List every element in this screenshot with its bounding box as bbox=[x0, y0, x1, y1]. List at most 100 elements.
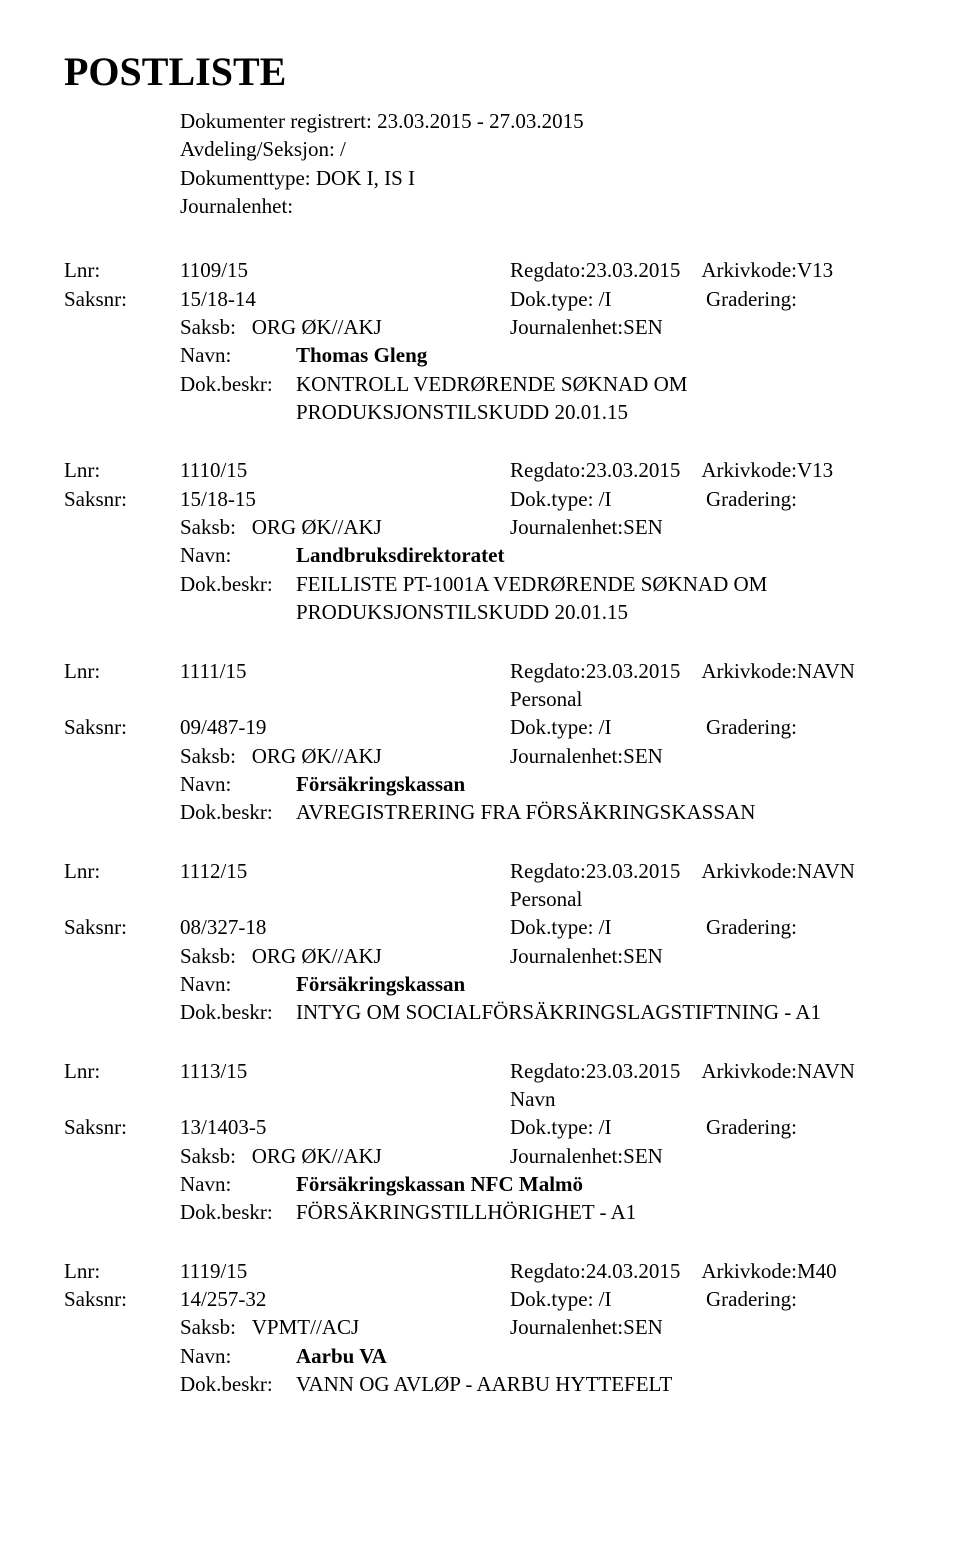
saksnr-label: Saksnr: bbox=[64, 285, 180, 313]
saksb-value: ORG ØK//AKJ bbox=[252, 744, 382, 768]
saksnr-value: 14/257-32 bbox=[180, 1287, 266, 1311]
navn-label: Navn: bbox=[180, 970, 296, 998]
navn-value: Försäkringskassan bbox=[296, 770, 465, 798]
regdato-label: Regdato: bbox=[510, 659, 586, 683]
arkivkode-label: Arkivkode: bbox=[701, 258, 797, 282]
saksnr-label: Saksnr: bbox=[64, 485, 180, 513]
arkivkode-label: Arkivkode: bbox=[701, 1059, 797, 1083]
regdato-value: 23.03.2015 bbox=[586, 859, 681, 883]
dokbeskr-value: PRODUKSJONSTILSKUDD 20.01.15 bbox=[296, 598, 628, 626]
saksnr-value: 15/18-15 bbox=[180, 487, 256, 511]
doktype-label: Dok.type: bbox=[510, 1115, 599, 1139]
navn-value: Thomas Gleng bbox=[296, 341, 427, 369]
journalenhet-label: Journalenhet: bbox=[510, 515, 623, 539]
dokbeskr-value: PRODUKSJONSTILSKUDD 20.01.15 bbox=[296, 398, 628, 426]
journalenhet-value: SEN bbox=[623, 744, 663, 768]
saksnr-value: 08/327-18 bbox=[180, 915, 266, 939]
regdato-label: Regdato: bbox=[510, 1059, 586, 1083]
dokbeskr-label: Dok.beskr: bbox=[180, 370, 296, 398]
doktype-label: Dok.type: bbox=[510, 1287, 599, 1311]
doktype-label: Dok.type: bbox=[510, 715, 599, 739]
navn-value: Försäkringskassan bbox=[296, 970, 465, 998]
doktype-label: Dok.type: bbox=[510, 915, 599, 939]
doktype-label: Dok.type: bbox=[510, 287, 599, 311]
dokbeskr-label: Dok.beskr: bbox=[180, 1198, 296, 1226]
page-title: POSTLISTE bbox=[64, 48, 896, 95]
journalenhet-value: SEN bbox=[623, 944, 663, 968]
dokbeskr-spacer bbox=[180, 598, 296, 626]
regdato-value: 23.03.2015 bbox=[586, 659, 681, 683]
dokbeskr-value: INTYG OM SOCIALFÖRSÄKRINGSLAGSTIFTNING -… bbox=[296, 998, 821, 1026]
regdato-value: 23.03.2015 bbox=[586, 458, 681, 482]
journal-entry: Lnr:1111/15Regdato:23.03.2015 Arkivkode:… bbox=[64, 657, 896, 827]
journalenhet-label: Journalenhet: bbox=[510, 744, 623, 768]
lnr-label: Lnr: bbox=[64, 456, 180, 484]
saksb-label: Saksb: bbox=[180, 315, 236, 339]
doktype-value: /I bbox=[599, 715, 612, 739]
navn-label: Navn: bbox=[180, 1170, 296, 1198]
gradering-label: Gradering: bbox=[706, 287, 797, 311]
dokbeskr-value: KONTROLL VEDRØRENDE SØKNAD OM bbox=[296, 370, 687, 398]
journalenhet-label: Journalenhet: bbox=[510, 1315, 623, 1339]
journalenhet-value: SEN bbox=[623, 515, 663, 539]
arkivkode-label: Arkivkode: bbox=[701, 859, 797, 883]
arkivkode-label: Arkivkode: bbox=[701, 458, 797, 482]
navn-value: Försäkringskassan NFC Malmö bbox=[296, 1170, 583, 1198]
lnr-value: 1113/15 bbox=[180, 1059, 247, 1083]
saksnr-label: Saksnr: bbox=[64, 1285, 180, 1313]
saksb-label: Saksb: bbox=[180, 515, 236, 539]
regdato-value: 24.03.2015 bbox=[586, 1259, 681, 1283]
dokbeskr-spacer bbox=[180, 398, 296, 426]
header-line-section: Avdeling/Seksjon: / bbox=[180, 135, 896, 163]
regdato-value: 23.03.2015 bbox=[586, 258, 681, 282]
doktype-value: /I bbox=[599, 1287, 612, 1311]
lnr-value: 1109/15 bbox=[180, 258, 248, 282]
doktype-value: /I bbox=[599, 287, 612, 311]
gradering-label: Gradering: bbox=[706, 915, 797, 939]
arkivkode-label: Arkivkode: bbox=[701, 1259, 797, 1283]
journal-entry: Lnr:1112/15Regdato:23.03.2015 Arkivkode:… bbox=[64, 857, 896, 1027]
lnr-label: Lnr: bbox=[64, 256, 180, 284]
doktype-value: /I bbox=[599, 915, 612, 939]
saksb-value: VPMT//ACJ bbox=[252, 1315, 359, 1339]
navn-label: Navn: bbox=[180, 770, 296, 798]
regdato-label: Regdato: bbox=[510, 258, 586, 282]
saksb-label: Saksb: bbox=[180, 1315, 236, 1339]
dokbeskr-label: Dok.beskr: bbox=[180, 798, 296, 826]
dokbeskr-label: Dok.beskr: bbox=[180, 570, 296, 598]
dokbeskr-value: FÖRSÄKRINGSTILLHÖRIGHET - A1 bbox=[296, 1198, 636, 1226]
dokbeskr-value: FEILLISTE PT-1001A VEDRØRENDE SØKNAD OM bbox=[296, 570, 767, 598]
saksb-value: ORG ØK//AKJ bbox=[252, 315, 382, 339]
navn-value: Aarbu VA bbox=[296, 1342, 387, 1370]
gradering-label: Gradering: bbox=[706, 487, 797, 511]
header-line-registered: Dokumenter registrert: 23.03.2015 - 27.0… bbox=[180, 107, 896, 135]
regdato-label: Regdato: bbox=[510, 1259, 586, 1283]
header-line-doctype: Dokumenttype: DOK I, IS I bbox=[180, 164, 896, 192]
lnr-label: Lnr: bbox=[64, 1057, 180, 1114]
lnr-value: 1112/15 bbox=[180, 859, 247, 883]
lnr-value: 1111/15 bbox=[180, 659, 247, 683]
dokbeskr-label: Dok.beskr: bbox=[180, 998, 296, 1026]
saksb-value: ORG ØK//AKJ bbox=[252, 944, 382, 968]
navn-label: Navn: bbox=[180, 541, 296, 569]
journalenhet-value: SEN bbox=[623, 315, 663, 339]
arkivkode-value: M40 bbox=[797, 1259, 837, 1283]
arkivkode-value: V13 bbox=[797, 458, 833, 482]
saksnr-label: Saksnr: bbox=[64, 913, 180, 941]
journal-entry: Lnr:1109/15 Regdato:23.03.2015 Arkivkode:… bbox=[64, 256, 896, 426]
navn-value: Landbruksdirektoratet bbox=[296, 541, 504, 569]
header-block: Dokumenter registrert: 23.03.2015 - 27.0… bbox=[64, 107, 896, 220]
saksnr-label: Saksnr: bbox=[64, 1113, 180, 1141]
arkivkode-label: Arkivkode: bbox=[701, 659, 797, 683]
journalenhet-label: Journalenhet: bbox=[510, 1144, 623, 1168]
journal-entry: Lnr:1113/15Regdato:23.03.2015 Arkivkode:… bbox=[64, 1057, 896, 1227]
saksnr-label: Saksnr: bbox=[64, 713, 180, 741]
saksnr-value: 15/18-14 bbox=[180, 287, 256, 311]
journalenhet-value: SEN bbox=[623, 1144, 663, 1168]
saksb-label: Saksb: bbox=[180, 1144, 236, 1168]
gradering-label: Gradering: bbox=[706, 715, 797, 739]
journalenhet-label: Journalenhet: bbox=[510, 944, 623, 968]
doktype-value: /I bbox=[599, 1115, 612, 1139]
dokbeskr-value: VANN OG AVLØP - AARBU HYTTEFELT bbox=[296, 1370, 672, 1398]
lnr-value: 1119/15 bbox=[180, 1259, 247, 1283]
